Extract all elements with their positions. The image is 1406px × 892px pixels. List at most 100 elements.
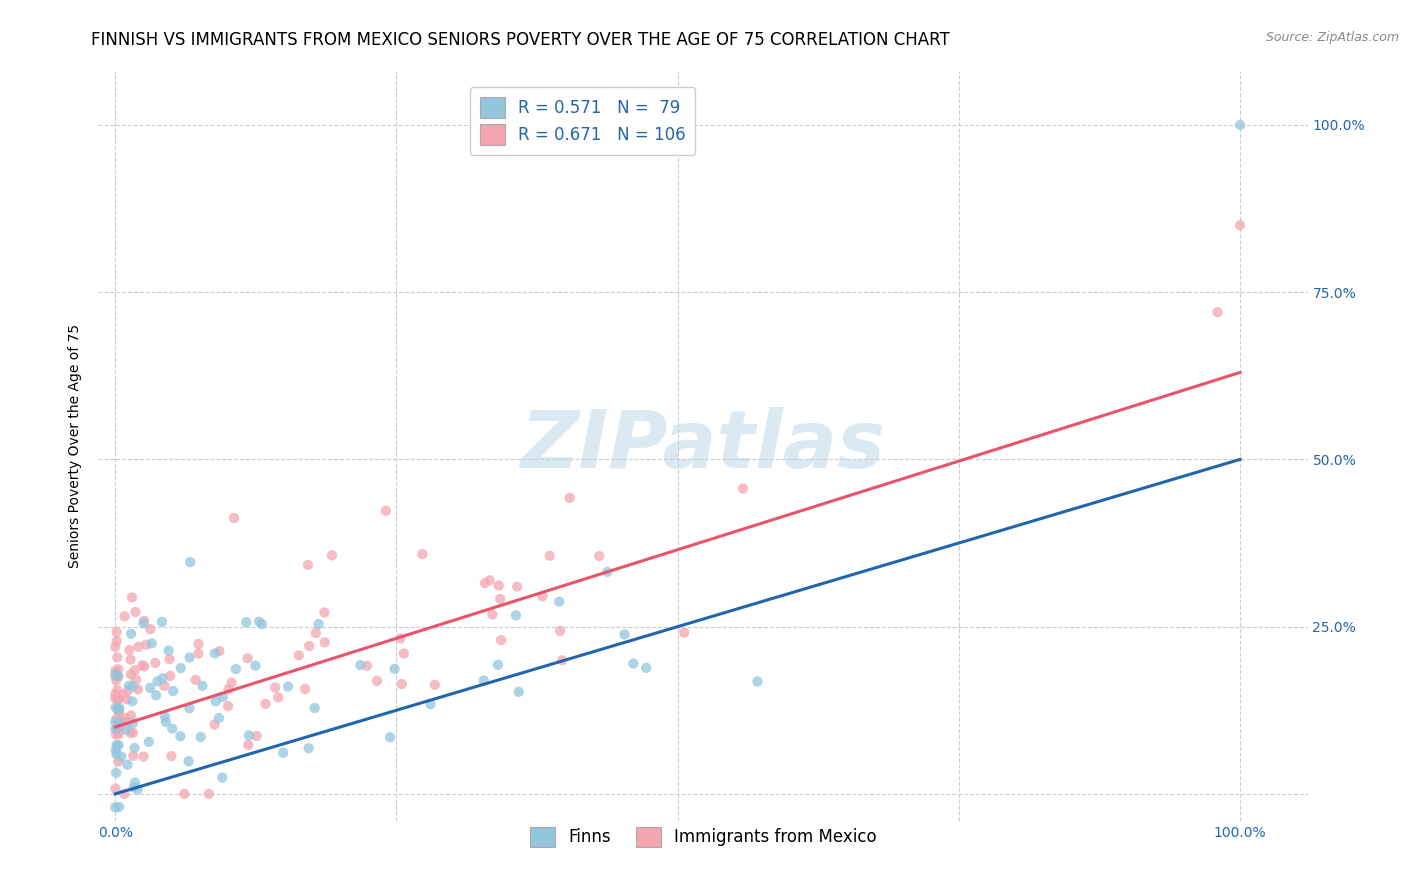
Immigrants from Mexico [120, 667, 142, 681]
Finns [141, 636, 163, 650]
Legend: Finns, Immigrants from Mexico: Finns, Immigrants from Mexico [523, 820, 883, 854]
Immigrants from Mexico [104, 687, 127, 701]
Finns [250, 617, 273, 632]
Immigrants from Mexico [222, 511, 245, 525]
Immigrants from Mexico [131, 658, 153, 673]
Immigrants from Mexico [122, 748, 145, 763]
Finns [146, 674, 169, 689]
Finns [110, 749, 132, 764]
Finns [121, 680, 143, 694]
Finns [1229, 118, 1251, 132]
Finns [191, 679, 214, 693]
Immigrants from Mexico [105, 673, 128, 688]
Immigrants from Mexico [294, 681, 316, 696]
Immigrants from Mexico [184, 673, 207, 687]
Immigrants from Mexico [305, 626, 328, 640]
Immigrants from Mexico [287, 648, 309, 663]
Finns [211, 690, 233, 704]
Immigrants from Mexico [267, 690, 290, 705]
Immigrants from Mexico [104, 781, 127, 796]
Immigrants from Mexico [127, 682, 149, 697]
Immigrants from Mexico [321, 549, 343, 563]
Finns [138, 735, 160, 749]
Immigrants from Mexico [120, 653, 142, 667]
Immigrants from Mexico [173, 787, 195, 801]
Finns [596, 565, 619, 579]
Finns [124, 741, 146, 756]
Finns [169, 729, 191, 743]
Finns [115, 723, 138, 737]
Immigrants from Mexico [132, 614, 155, 628]
Immigrants from Mexico [104, 640, 127, 654]
Immigrants from Mexico [204, 717, 226, 731]
Finns [238, 728, 260, 742]
Finns [105, 738, 128, 752]
Finns [211, 771, 233, 785]
Immigrants from Mexico [246, 729, 269, 743]
Finns [308, 617, 330, 632]
Immigrants from Mexico [115, 692, 138, 706]
Immigrants from Mexico [1206, 305, 1229, 319]
Finns [190, 730, 212, 744]
Finns [179, 555, 201, 569]
Immigrants from Mexico [474, 576, 496, 591]
Finns [145, 688, 167, 702]
Finns [104, 700, 127, 714]
Immigrants from Mexico [314, 606, 336, 620]
Immigrants from Mexico [208, 644, 231, 658]
Immigrants from Mexico [105, 721, 128, 735]
Immigrants from Mexico [254, 697, 277, 711]
Finns [505, 608, 527, 623]
Immigrants from Mexico [481, 607, 503, 622]
Immigrants from Mexico [673, 625, 696, 640]
Immigrants from Mexico [478, 574, 501, 588]
Immigrants from Mexico [114, 711, 136, 725]
Finns [117, 757, 139, 772]
Finns [271, 746, 294, 760]
Finns [208, 711, 231, 725]
Finns [162, 684, 184, 698]
Finns [204, 694, 226, 708]
Immigrants from Mexico [187, 647, 209, 661]
Text: FINNISH VS IMMIGRANTS FROM MEXICO SENIORS POVERTY OVER THE AGE OF 75 CORRELATION: FINNISH VS IMMIGRANTS FROM MEXICO SENIOR… [91, 31, 950, 49]
Finns [486, 657, 509, 672]
Finns [177, 754, 200, 768]
Immigrants from Mexico [558, 491, 581, 505]
Immigrants from Mexico [110, 714, 132, 728]
Immigrants from Mexico [236, 651, 259, 665]
Immigrants from Mexico [132, 749, 155, 764]
Finns [107, 669, 129, 683]
Immigrants from Mexico [108, 719, 131, 733]
Finns [153, 709, 176, 723]
Immigrants from Mexico [159, 652, 181, 666]
Immigrants from Mexico [125, 673, 148, 687]
Immigrants from Mexico [105, 634, 128, 648]
Immigrants from Mexico [531, 589, 554, 603]
Finns [108, 701, 131, 715]
Immigrants from Mexico [187, 637, 209, 651]
Immigrants from Mexico [105, 624, 128, 639]
Immigrants from Mexico [124, 605, 146, 619]
Finns [613, 627, 636, 641]
Finns [548, 594, 571, 608]
Finns [107, 738, 129, 752]
Finns [122, 716, 145, 731]
Immigrants from Mexico [107, 693, 129, 707]
Finns [118, 679, 141, 693]
Immigrants from Mexico [112, 787, 135, 801]
Finns [104, 800, 127, 814]
Finns [104, 714, 127, 729]
Immigrants from Mexico [153, 679, 176, 693]
Immigrants from Mexico [356, 658, 378, 673]
Finns [104, 743, 127, 757]
Finns [121, 694, 143, 708]
Immigrants from Mexico [143, 656, 166, 670]
Finns [157, 643, 180, 657]
Immigrants from Mexico [160, 749, 183, 764]
Immigrants from Mexico [104, 727, 127, 741]
Immigrants from Mexico [238, 738, 260, 752]
Finns [107, 702, 129, 716]
Immigrants from Mexico [731, 482, 754, 496]
Finns [120, 627, 142, 641]
Immigrants from Mexico [411, 547, 433, 561]
